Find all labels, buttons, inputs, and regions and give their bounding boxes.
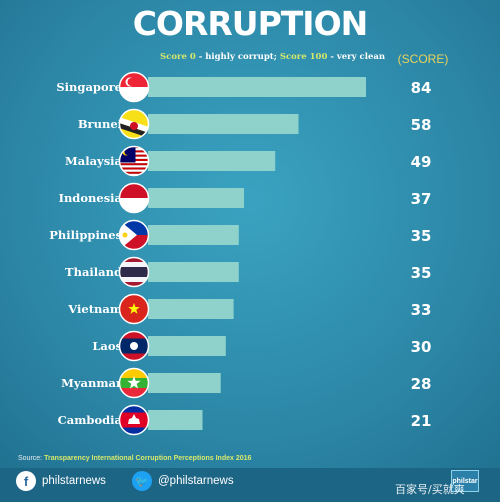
bar-thailand (148, 262, 239, 282)
category-label-myanmar: Myanmar (61, 376, 123, 390)
value-label-vietnam: 33 (411, 301, 432, 319)
malaysia-flag-icon (118, 145, 150, 177)
score-column-heading: (SCORE) (397, 52, 449, 66)
bar-laos (148, 336, 226, 356)
category-label-singapore: Singapore (56, 80, 122, 94)
value-label-singapore: 84 (411, 79, 432, 97)
value-label-myanmar: 28 (411, 375, 432, 393)
bar-malaysia (148, 151, 276, 171)
footer-bar (0, 468, 500, 502)
thailand-flag-icon (118, 256, 150, 288)
category-label-indonesia: Indonesia (59, 191, 123, 205)
category-label-thailand: Thailand (65, 265, 122, 279)
value-label-thailand: 35 (411, 264, 432, 282)
twitter-link[interactable]: 🐦 @philstarnews (132, 471, 234, 491)
value-label-brunei: 58 (411, 116, 432, 134)
source-label: Source: (18, 455, 45, 462)
watermark: 百家号/买就爽 (395, 483, 465, 496)
chart-title: CORRUPTION (132, 4, 369, 43)
indonesia-flag-icon (118, 182, 150, 214)
vietnam-flag-icon (118, 293, 150, 325)
source-note: Source: Transparency International Corru… (18, 455, 251, 462)
myanmar-flag-icon (118, 367, 150, 399)
category-label-philippines: Philippines (49, 228, 122, 242)
value-label-indonesia: 37 (411, 190, 432, 208)
philstar-logo: philstar (451, 470, 479, 492)
bar-philippines (148, 225, 239, 245)
category-label-brunei: Brunei (78, 117, 123, 131)
twitter-icon: 🐦 (132, 471, 152, 491)
subtitle-low-meaning: - highly corrupt; (195, 52, 280, 62)
value-label-laos: 30 (411, 338, 432, 356)
brunei-flag-icon (118, 108, 150, 140)
subtitle-score-low: Score 0 (160, 52, 196, 62)
facebook-handle: philstarnews (42, 475, 106, 487)
category-label-vietnam: Vietnam (67, 302, 122, 316)
bar-indonesia (148, 188, 244, 208)
bar-myanmar (148, 373, 221, 393)
philippines-flag-icon (118, 219, 150, 251)
singapore-flag-icon (118, 71, 150, 103)
bar-vietnam (148, 299, 234, 319)
source-text: Transparency International Corruption Pe… (44, 455, 252, 462)
facebook-icon: f (16, 471, 36, 491)
cambodia-flag-icon (118, 404, 150, 436)
subtitle-high-meaning: - very clean (327, 52, 386, 62)
laos-flag-icon (118, 330, 150, 362)
value-label-philippines: 35 (411, 227, 432, 245)
value-label-cambodia: 21 (411, 412, 432, 430)
value-label-malaysia: 49 (411, 153, 432, 171)
bar-cambodia (148, 410, 203, 430)
bar-singapore (148, 77, 366, 97)
category-label-laos: Laos (92, 339, 122, 353)
category-label-cambodia: Cambodia (58, 413, 123, 427)
facebook-link[interactable]: f philstarnews (16, 471, 106, 491)
twitter-handle: @philstarnews (158, 475, 234, 487)
bar-brunei (148, 114, 299, 134)
category-label-malaysia: Malaysia (65, 154, 123, 168)
chart-subtitle: Score 0 - highly corrupt; Score 100 - ve… (160, 52, 390, 62)
subtitle-score-high: Score 100 (279, 52, 328, 62)
